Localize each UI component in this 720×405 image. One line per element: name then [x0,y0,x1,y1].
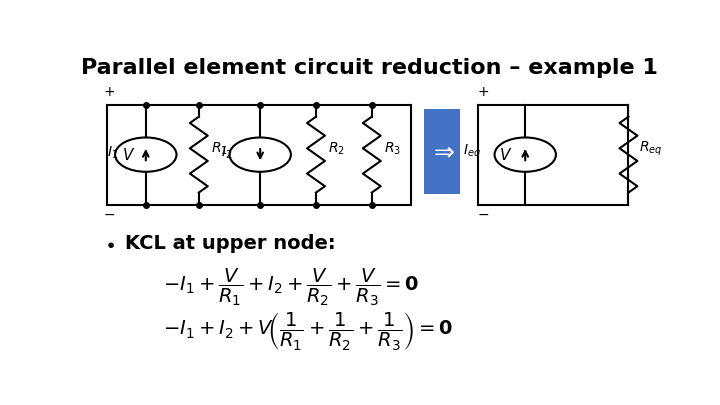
Text: +: + [104,85,115,99]
Text: Parallel element circuit reduction – example 1: Parallel element circuit reduction – exa… [81,58,657,78]
Text: $-I_1 + \dfrac{V}{R_1} + I_2 + \dfrac{V}{R_2} + \dfrac{V}{R_3} = \mathbf{0}$: $-I_1 + \dfrac{V}{R_1} + I_2 + \dfrac{V}… [163,266,418,308]
Text: $R_2$: $R_2$ [328,140,345,157]
Text: $I_2$: $I_2$ [221,145,233,161]
Text: KCL at upper node:: KCL at upper node: [125,234,336,253]
Text: −: − [104,208,115,222]
Text: $-I_1 + I_2 + V\!\left(\dfrac{1}{R_1} + \dfrac{1}{R_2} + \dfrac{1}{R_3}\right) =: $-I_1 + I_2 + V\!\left(\dfrac{1}{R_1} + … [163,310,453,352]
Text: $V$: $V$ [122,147,135,163]
Text: $I_1$: $I_1$ [107,145,118,161]
Text: +: + [477,85,489,99]
Text: $R_{eq}$: $R_{eq}$ [639,139,662,158]
Text: $V$: $V$ [499,147,513,163]
Bar [423,109,460,194]
Text: −: − [477,208,489,222]
Text: $I_{eq}$: $I_{eq}$ [463,143,481,161]
Text: $R_1$: $R_1$ [211,140,228,157]
Text: $\Rightarrow$: $\Rightarrow$ [428,139,455,164]
Text: $R_3$: $R_3$ [384,140,401,157]
Text: $\bullet$: $\bullet$ [104,234,115,253]
